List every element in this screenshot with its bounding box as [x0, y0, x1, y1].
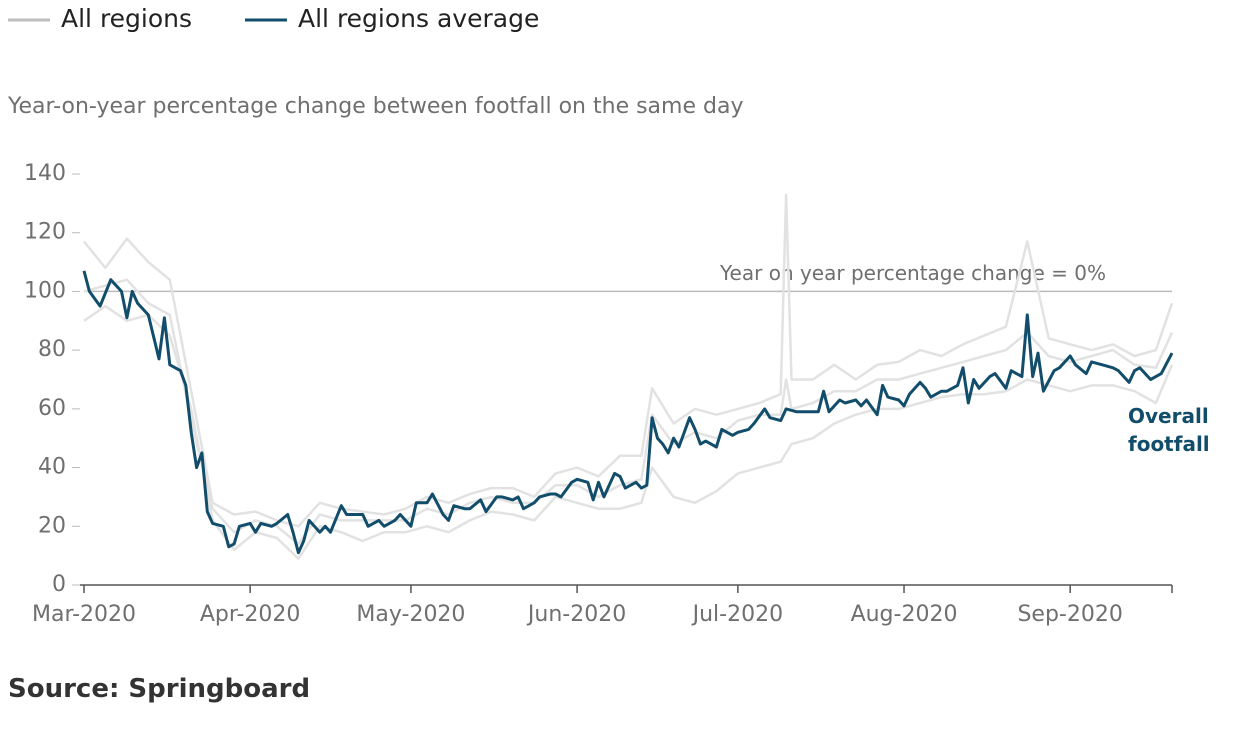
average-line	[82, 270, 1174, 555]
legend-label: All regions	[61, 4, 192, 33]
y-tick-label: 60	[38, 396, 66, 421]
x-tick-label: Jul-2020	[691, 602, 783, 627]
y-tick-label: 120	[24, 220, 66, 245]
end-label: Overall footfall	[1128, 404, 1210, 456]
y-tick-label: 140	[24, 161, 66, 186]
legend-label: All regions average	[298, 4, 539, 33]
y-tick-label: 100	[24, 278, 66, 303]
region-line	[83, 193, 1174, 528]
reference-label: Year on year percentage change = 0%	[719, 261, 1106, 285]
y-tick-label: 0	[52, 572, 66, 597]
y-tick-label: 20	[38, 513, 66, 538]
source: Source: Springboard	[8, 674, 311, 704]
region-line	[83, 304, 1174, 560]
x-tick-label: Sep-2020	[1017, 602, 1122, 627]
x-tick-label: Aug-2020	[851, 602, 958, 627]
x-tick-label: May-2020	[356, 602, 465, 627]
y-tick-label: 40	[38, 455, 66, 480]
x-tick-label: Mar-2020	[32, 602, 136, 627]
x-tick-label: Jun-2020	[526, 602, 626, 627]
subtitle: Year-on-year percentage change between f…	[7, 94, 743, 119]
y-tick-label: 80	[38, 337, 66, 362]
x-tick-label: Apr-2020	[200, 602, 301, 627]
